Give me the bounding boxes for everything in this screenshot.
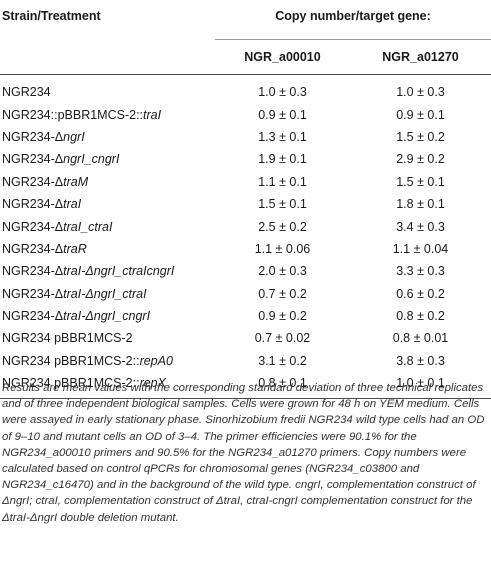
strain-cell: NGR234-ΔtraR <box>0 238 215 260</box>
strain-name-prefix: NGR234-Δ <box>2 286 64 301</box>
value-cell-a00010: 1.3 ± 0.1 <box>258 129 307 144</box>
copy-number-table: Strain/Treatment Copy number/target gene… <box>0 0 491 400</box>
value-cell-a00010: 2.5 ± 0.2 <box>258 219 307 234</box>
table-row: NGR234-ΔngrI 1.3 ± 0.1 1.5 ± 0.2 <box>0 126 491 148</box>
value-cell-a01270: 1.0 ± 0.3 <box>396 85 445 100</box>
strain-cell: NGR234-ΔngrI_cngrI <box>0 148 215 170</box>
copy-number-table-container: Strain/Treatment Copy number/target gene… <box>0 0 491 400</box>
table-header: Strain/Treatment Copy number/target gene… <box>0 0 491 75</box>
value-cell-a00010: 1.5 ± 0.1 <box>258 197 307 212</box>
header-row-top: Strain/Treatment Copy number/target gene… <box>0 0 491 40</box>
table-row: NGR234-ΔtraI-ΔngrI_ctraIcngrI 2.0 ± 0.3 3.… <box>0 260 491 282</box>
value-cell-a01270: 1.5 ± 0.2 <box>396 129 445 144</box>
value-cell-a00010: 1.1 ± 0.1 <box>258 174 307 189</box>
value-cell-a00010: 0.8 ± 0.1 <box>215 372 350 400</box>
strain-cell: NGR234-ΔtraI_ctraI <box>0 215 215 237</box>
header-row-genes: NGR_a00010 NGR_a01270 <box>0 39 491 75</box>
value-cell-a00010: 0.9 ± 0.2 <box>258 309 307 324</box>
strain-name-prefix: NGR234 pBBR1MCS-2 <box>2 331 133 346</box>
copy-number-group-header: Copy number/target gene: <box>215 0 491 40</box>
strain-cell: NGR234::pBBR1MCS-2::traI <box>0 103 215 125</box>
strain-name-gene-italic: traI-ΔngrI_ctraIcngrI <box>63 264 175 279</box>
gene-column-header-2: NGR_a01270 <box>350 39 491 75</box>
table-row: NGR234-ΔtraI 1.5 ± 0.1 1.8 ± 0.1 <box>0 193 491 215</box>
strain-name-gene-italic: ngrI_cngrI <box>63 152 120 167</box>
value-cell-a01270: 0.8 ± 0.2 <box>396 309 445 324</box>
table-row: NGR234 pBBR1MCS-2 0.7 ± 0.02 0.8 ± 0.01 <box>0 327 491 349</box>
value-cell-a01270: 1.0 ± 0.1 <box>350 372 491 400</box>
table-row: NGR234-ΔtraI-ΔngrI_cngrI 0.9 ± 0.2 0.8 ± 0… <box>0 305 491 327</box>
header-blank-cell <box>0 39 215 75</box>
table-row: NGR234-ΔtraI_ctraI 2.5 ± 0.2 3.4 ± 0.3 <box>0 215 491 237</box>
strain-cell: NGR234-ΔtraI-ΔngrI_cngrI <box>0 305 215 327</box>
strain-name-prefix: NGR234 <box>2 85 51 100</box>
strain-name-gene-italic: traI <box>143 107 162 122</box>
strain-cell: NGR234-ΔtraI-ΔngrI_ctraIcngrI <box>0 260 215 282</box>
value-cell-a01270: 3.3 ± 0.3 <box>396 264 445 279</box>
value-cell-a01270: 0.6 ± 0.2 <box>396 286 445 301</box>
strain-name-gene-italic: traI-ΔngrI_ctraI <box>63 286 147 301</box>
value-cell-a01270: 0.9 ± 0.1 <box>396 107 445 122</box>
value-cell-a00010: 1.0 ± 0.3 <box>258 85 307 100</box>
strain-name-prefix: NGR234-Δ <box>2 264 64 279</box>
strain-column-header: Strain/Treatment <box>2 9 101 23</box>
value-cell-a00010: 0.7 ± 0.02 <box>254 331 311 346</box>
table-row: NGR234 1.0 ± 0.3 1.0 ± 0.3 <box>0 75 491 104</box>
value-cell-a01270: 1.5 ± 0.1 <box>396 174 445 189</box>
table-row: NGR234-ΔtraM 1.1 ± 0.1 1.5 ± 0.1 <box>0 171 491 193</box>
table-row: NGR234-ΔngrI_cngrI 1.9 ± 0.1 2.9 ± 0.2 <box>0 148 491 170</box>
strain-name-prefix: NGR234-Δ <box>2 197 64 212</box>
table-footnote: Results are mean values with the corresp… <box>2 382 485 524</box>
value-cell-a01270: 2.9 ± 0.2 <box>396 152 445 167</box>
gene-column-header-1: NGR_a00010 <box>215 39 350 75</box>
strain-name-prefix: NGR234-Δ <box>2 174 64 189</box>
strain-name-gene-italic: traI-ΔngrI_cngrI <box>63 309 151 324</box>
strain-name-gene-italic: repA0 <box>139 353 173 368</box>
strain-cell: NGR234-ΔngrI <box>0 126 215 148</box>
strain-name-prefix: NGR234-Δ <box>2 152 64 167</box>
strain-cell: NGR234 pBBR1MCS-2 <box>0 327 215 349</box>
strain-name-prefix: NGR234-Δ <box>2 309 64 324</box>
table-row: NGR234 pBBR1MCS-2::repX 0.8 ± 0.1 1.0 ± 0.… <box>0 372 491 400</box>
strain-cell: NGR234-ΔtraI-ΔngrI_ctraI <box>0 283 215 305</box>
value-cell-a01270: 3.4 ± 0.3 <box>396 219 445 234</box>
strain-name-prefix: NGR234-Δ <box>2 241 64 256</box>
value-cell-a01270: 0.8 ± 0.01 <box>392 331 449 346</box>
value-cell-a00010: 3.1 ± 0.2 <box>258 353 307 368</box>
value-cell-a01270: 3.8 ± 0.3 <box>396 353 445 368</box>
strain-name-gene-italic: traM <box>63 174 89 189</box>
table-row: NGR234-ΔtraR 1.1 ± 0.06 1.1 ± 0.04 <box>0 238 491 260</box>
table-row: NGR234::pBBR1MCS-2::traI 0.9 ± 0.1 0.9 ± 0… <box>0 103 491 125</box>
value-cell-a00010: 0.9 ± 0.1 <box>258 107 307 122</box>
strain-cell: NGR234 pBBR1MCS-2::repA0 <box>0 350 215 372</box>
strain-name-gene-italic: traI_ctraI <box>63 219 113 234</box>
strain-cell: NGR234 <box>0 75 215 104</box>
strain-name-prefix: NGR234::pBBR1MCS-2:: <box>2 107 144 122</box>
strain-name-gene-italic: traR <box>63 241 87 256</box>
value-cell-a00010: 0.7 ± 0.2 <box>258 286 307 301</box>
strain-name-prefix: NGR234 pBBR1MCS-2:: <box>2 353 140 368</box>
strain-cell: NGR234 pBBR1MCS-2::repX <box>0 372 215 400</box>
strain-name-prefix: NGR234-Δ <box>2 219 64 234</box>
value-cell-a00010: 1.9 ± 0.1 <box>258 152 307 167</box>
value-cell-a00010: 2.0 ± 0.3 <box>258 264 307 279</box>
table-row: NGR234-ΔtraI-ΔngrI_ctraI 0.7 ± 0.2 0.6 ± 0… <box>0 283 491 305</box>
table-row: NGR234 pBBR1MCS-2::repA0 3.1 ± 0.2 3.8 ± 0… <box>0 350 491 372</box>
strain-cell: NGR234-ΔtraM <box>0 171 215 193</box>
value-cell-a01270: 1.8 ± 0.1 <box>396 197 445 212</box>
strain-name-gene-italic: ngrI <box>63 129 85 144</box>
strain-name-prefix: NGR234 pBBR1MCS-2:: <box>2 376 140 391</box>
strain-name-gene-italic: repX <box>139 376 166 391</box>
strain-name-prefix: NGR234-Δ <box>2 129 64 144</box>
value-cell-a00010: 1.1 ± 0.06 <box>254 241 311 256</box>
value-cell-a01270: 1.1 ± 0.04 <box>392 241 449 256</box>
strain-cell: NGR234-ΔtraI <box>0 193 215 215</box>
strain-name-gene-italic: traI <box>63 197 82 212</box>
